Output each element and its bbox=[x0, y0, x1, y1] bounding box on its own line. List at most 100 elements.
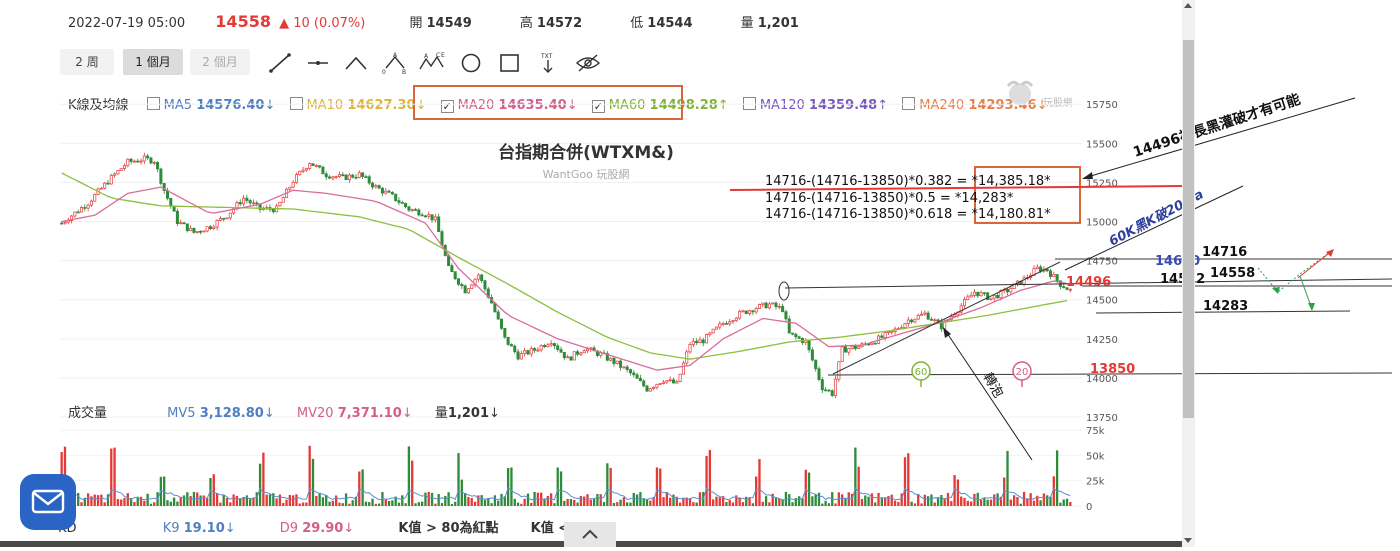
candle-body bbox=[734, 317, 738, 322]
scroll-up-arrow[interactable] bbox=[1184, 3, 1192, 8]
mv5-name: MV5 bbox=[167, 406, 196, 421]
candle-body bbox=[572, 351, 576, 361]
ma240-checkbox[interactable] bbox=[902, 97, 916, 110]
volume-bar bbox=[692, 502, 695, 506]
candle-body bbox=[681, 362, 685, 375]
candle-body bbox=[400, 202, 404, 204]
candle-body bbox=[966, 296, 970, 300]
horizontal-line-tool-icon[interactable] bbox=[306, 52, 330, 74]
volume-bar bbox=[179, 496, 182, 506]
price-chart[interactable]: 15750 15500 15250 15000 14750 14500 14250 14000… bbox=[0, 0, 1182, 547]
candle-body bbox=[503, 328, 507, 338]
scrollbar-thumb[interactable] bbox=[1183, 40, 1194, 418]
volume-bar bbox=[387, 500, 391, 506]
message-button[interactable] bbox=[20, 474, 76, 530]
line-tool-icon[interactable] bbox=[268, 52, 292, 74]
chart-subtitle: WantGoo 玩股網 bbox=[543, 167, 630, 181]
volume-bar bbox=[397, 502, 401, 506]
quote-change: ▲ 10 (0.07%) bbox=[279, 16, 366, 31]
ma120-toggle[interactable]: MA120 14359.48↑ bbox=[742, 97, 888, 113]
volume-bar bbox=[103, 502, 106, 506]
volume-bar bbox=[444, 495, 447, 506]
scenario-path-red bbox=[1297, 249, 1334, 279]
ma10-toggle[interactable]: MA10 14627.30↓ bbox=[289, 97, 426, 113]
mv5-line bbox=[61, 486, 1071, 501]
quote-price: 14558 bbox=[215, 12, 271, 31]
period-1m-button[interactable]: 1 個月 bbox=[123, 49, 183, 75]
ma60-toggle[interactable]: MA60 14498.28↑ bbox=[591, 98, 729, 113]
mv20-arrow: ↓ bbox=[401, 406, 413, 421]
ma5-toggle[interactable]: MA5 14576.40↓ bbox=[146, 97, 275, 113]
candle-body bbox=[202, 230, 206, 233]
volume-bar bbox=[381, 492, 384, 506]
volume-bar bbox=[837, 492, 841, 506]
level-14496: 14496 bbox=[1066, 275, 1111, 290]
volume-bar bbox=[983, 498, 986, 506]
angle-tool-icon[interactable] bbox=[344, 52, 368, 74]
candle-body bbox=[628, 369, 632, 374]
candle-body bbox=[318, 165, 322, 168]
candle-body bbox=[714, 326, 718, 330]
abc-pattern-tool-icon[interactable]: A 0 B bbox=[382, 52, 410, 74]
candle-body bbox=[410, 209, 414, 211]
text-tool-icon[interactable]: TXT bbox=[536, 52, 560, 74]
volume-bar bbox=[80, 502, 83, 506]
ma20-toggle[interactable]: MA20 14635.40↓ bbox=[440, 98, 578, 113]
volume-bar bbox=[649, 500, 652, 506]
candle-body bbox=[218, 217, 222, 221]
hide-drawings-icon[interactable] bbox=[575, 52, 601, 74]
volume-bar bbox=[255, 492, 258, 506]
ma60-arrow: ↑ bbox=[717, 98, 729, 113]
ma60-value: 14498.28 bbox=[649, 98, 718, 113]
ma10-checkbox[interactable] bbox=[289, 97, 303, 110]
volume-bar bbox=[245, 495, 249, 506]
candle-body bbox=[870, 342, 874, 345]
y-tick-label: 13750 bbox=[1086, 413, 1118, 424]
volume-bar bbox=[348, 503, 351, 506]
ma60-name: MA60 bbox=[608, 98, 646, 113]
ma20-checkbox[interactable] bbox=[440, 100, 454, 113]
circle-tool-icon[interactable] bbox=[459, 52, 483, 74]
volume-bar bbox=[364, 501, 368, 506]
candle-body bbox=[685, 351, 689, 364]
volume-bar bbox=[629, 502, 632, 506]
candle-body bbox=[536, 349, 540, 352]
volume-bar bbox=[1039, 500, 1042, 506]
candle-body bbox=[70, 215, 74, 221]
ma60-checkbox[interactable] bbox=[591, 100, 605, 113]
rectangle-tool-icon[interactable] bbox=[498, 52, 522, 74]
volume-bar bbox=[857, 466, 860, 506]
candle-body bbox=[457, 278, 461, 285]
volume-bar bbox=[222, 494, 225, 506]
volume-bar bbox=[778, 498, 781, 506]
volume-bar bbox=[351, 500, 354, 506]
scroll-down-arrow[interactable] bbox=[1184, 538, 1192, 543]
candle-body bbox=[1012, 283, 1016, 289]
volume-bar bbox=[781, 499, 784, 506]
candle-body bbox=[152, 161, 156, 164]
candle-body bbox=[781, 305, 785, 312]
ma120-checkbox[interactable] bbox=[742, 97, 756, 110]
period-2w-button[interactable]: 2 周 bbox=[60, 49, 114, 75]
volume-bar bbox=[328, 501, 331, 506]
scenario-arrow-mid bbox=[1272, 287, 1280, 294]
volume-bar bbox=[840, 494, 844, 506]
volume-bar bbox=[1049, 496, 1052, 506]
candle-body bbox=[341, 174, 345, 177]
ma5-checkbox[interactable] bbox=[146, 97, 160, 110]
candle-body bbox=[1062, 286, 1066, 289]
volume-bar bbox=[424, 492, 427, 506]
volume-bar bbox=[893, 500, 897, 506]
volume-bar bbox=[936, 497, 940, 506]
volume-bar bbox=[212, 474, 215, 506]
candle-body bbox=[989, 297, 993, 300]
collapse-tab-button[interactable] bbox=[564, 522, 616, 547]
volume-bar bbox=[715, 496, 718, 506]
volume-bar bbox=[209, 478, 212, 506]
period-2m-button[interactable]: 2 個月 bbox=[190, 49, 250, 75]
candle-body bbox=[658, 383, 662, 385]
vol-arrow: ↓ bbox=[489, 406, 500, 421]
candle-body bbox=[344, 174, 348, 181]
volume-bar bbox=[120, 499, 123, 506]
